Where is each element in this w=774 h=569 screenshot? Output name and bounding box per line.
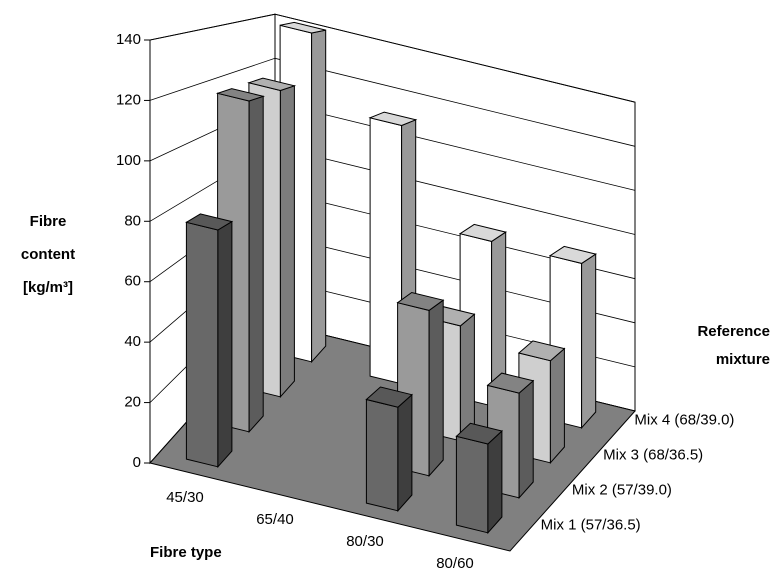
bar-side	[428, 299, 444, 478]
bar-top	[396, 291, 445, 311]
bar-top	[247, 77, 297, 92]
bar-side	[217, 220, 233, 469]
bar-side	[279, 85, 295, 399]
y-tick-label: 120	[116, 91, 141, 108]
legend-label: Mix 4 (68/39.0)	[634, 411, 734, 428]
x-tick-label: 80/60	[436, 555, 474, 569]
bar-side	[549, 347, 565, 465]
grid-line	[149, 57, 636, 147]
y-axis-label: Fibre	[30, 213, 67, 230]
y-tick-label: 100	[116, 152, 141, 169]
y-tick-label: 0	[133, 454, 141, 471]
bar-side	[581, 253, 597, 430]
bar	[455, 422, 503, 535]
bar-side	[459, 313, 475, 443]
bar-front	[365, 398, 399, 512]
bar-top	[215, 88, 266, 102]
y-axis-label: [kg/m³]	[23, 279, 73, 296]
bar-side	[311, 29, 327, 364]
x-tick-label: 45/30	[166, 489, 204, 506]
legend-label: Mix 2 (57/39.0)	[572, 481, 672, 498]
bar	[185, 213, 234, 469]
bar-top	[365, 386, 413, 408]
bar-side	[518, 379, 534, 500]
y-tick-label: 80	[124, 212, 141, 229]
bar-side	[487, 429, 503, 535]
y-tick-label: 60	[124, 273, 141, 290]
x-axis-label: Fibre type	[150, 544, 222, 561]
bar-front	[185, 221, 219, 468]
y-tick-label: 140	[116, 31, 141, 48]
grid-line	[149, 13, 636, 103]
legend-label: Mix 3 (68/36.5)	[603, 446, 703, 463]
x-tick-label: 65/40	[256, 511, 294, 528]
bar-front	[455, 435, 489, 534]
bar-front	[369, 117, 403, 385]
bar-top	[486, 372, 535, 394]
z-axis-label: Reference	[697, 323, 770, 340]
z-axis-label: mixture	[716, 351, 770, 368]
bar-side	[248, 95, 264, 434]
bar	[365, 386, 413, 513]
bar-top	[368, 111, 418, 127]
bar-top	[548, 245, 597, 264]
bar-side	[397, 393, 413, 513]
bar-top	[279, 21, 326, 34]
bar-top	[185, 213, 234, 231]
bar-top	[517, 340, 566, 362]
y-axis-label: content	[21, 246, 75, 263]
bar-top	[455, 422, 503, 445]
bar-top	[458, 223, 507, 242]
x-tick-label: 80/30	[346, 533, 384, 550]
y-tick-label: 20	[124, 394, 141, 411]
y-tick-label: 40	[124, 333, 141, 350]
legend-label: Mix 1 (57/36.5)	[541, 516, 641, 533]
